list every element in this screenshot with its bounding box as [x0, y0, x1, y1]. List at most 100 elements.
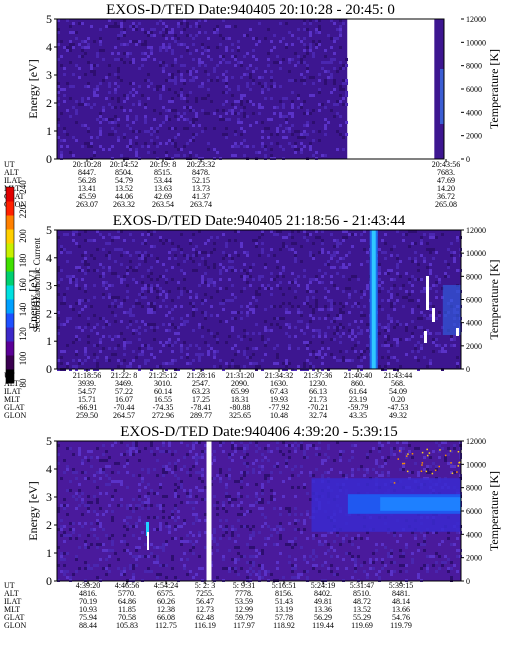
texture-cell — [264, 573, 267, 576]
texture-cell — [195, 344, 198, 347]
texture-cell — [270, 148, 273, 151]
texture-cell — [234, 528, 237, 531]
texture-cell — [84, 522, 87, 525]
ephemeris-value: 13.73 — [192, 184, 210, 193]
texture-cell — [129, 61, 132, 64]
texture-cell — [189, 109, 192, 112]
texture-cell — [174, 142, 177, 145]
texture-cell — [309, 145, 312, 148]
texture-cell — [390, 552, 393, 555]
texture-cell — [60, 151, 63, 154]
ephemeris-value: 14.20 — [437, 184, 455, 193]
texture-cell — [102, 275, 105, 278]
texture-cell — [195, 115, 198, 118]
texture-cell — [216, 236, 219, 239]
texture-cell — [387, 314, 390, 317]
texture-cell — [150, 326, 153, 329]
texture-cell — [120, 263, 123, 266]
texture-cell — [141, 353, 144, 356]
texture-cell — [324, 296, 327, 299]
texture-cell — [120, 31, 123, 34]
texture-cell — [261, 88, 264, 91]
texture-cell — [216, 350, 219, 353]
texture-cell — [345, 567, 348, 570]
texture-cell — [375, 471, 378, 474]
texture-cell — [333, 356, 336, 359]
texture-cell — [138, 254, 141, 257]
ephemeris-value: 16.55 — [154, 395, 172, 404]
texture-cell — [300, 106, 303, 109]
texture-cell — [102, 284, 105, 287]
texture-cell — [189, 296, 192, 299]
texture-cell — [96, 332, 99, 335]
texture-cell — [255, 495, 258, 498]
texture-cell — [129, 362, 132, 365]
texture-cell — [147, 570, 150, 573]
texture-cell — [303, 22, 306, 25]
texture-cell — [156, 22, 159, 25]
texture-cell — [60, 55, 63, 58]
texture-cell — [291, 145, 294, 148]
texture-cell — [294, 495, 297, 498]
texture-cell — [330, 299, 333, 302]
texture-cell — [285, 136, 288, 139]
texture-cell — [375, 558, 378, 561]
texture-cell — [180, 22, 183, 25]
texture-cell — [117, 504, 120, 507]
texture-cell — [165, 314, 168, 317]
texture-cell — [255, 151, 258, 154]
texture-cell — [204, 444, 207, 447]
texture-cell — [246, 510, 249, 513]
texture-cell — [390, 296, 393, 299]
texture-cell — [288, 450, 291, 453]
texture-cell — [336, 567, 339, 570]
texture-cell — [309, 341, 312, 344]
texture-cell — [360, 332, 363, 335]
texture-cell — [207, 350, 210, 353]
texture-cell — [387, 272, 390, 275]
texture-cell — [189, 91, 192, 94]
texture-cell — [201, 109, 204, 112]
texture-cell — [378, 441, 381, 444]
texture-cell — [387, 531, 390, 534]
texture-cell — [165, 471, 168, 474]
texture-cell — [90, 254, 93, 257]
texture-cell — [435, 531, 438, 534]
texture-cell — [138, 498, 141, 501]
texture-cell — [336, 573, 339, 576]
texture-cell — [303, 76, 306, 79]
texture-cell — [351, 338, 354, 341]
texture-cell — [84, 73, 87, 76]
texture-cell — [189, 25, 192, 28]
texture-cell — [90, 456, 93, 459]
ephemeris-value: 56.29 — [314, 613, 332, 622]
texture-cell — [144, 79, 147, 82]
texture-cell — [183, 118, 186, 121]
texture-cell — [294, 522, 297, 525]
texture-cell — [162, 465, 165, 468]
texture-cell — [237, 552, 240, 555]
texture-cell — [93, 359, 96, 362]
temperature-edge-glow — [440, 69, 444, 124]
texture-cell — [246, 525, 249, 528]
texture-cell — [174, 257, 177, 260]
texture-cell — [69, 97, 72, 100]
texture-cell — [129, 266, 132, 269]
texture-cell — [183, 43, 186, 46]
texture-cell — [231, 504, 234, 507]
texture-cell — [267, 28, 270, 31]
ephemeris-value: 21:25:12 — [149, 371, 177, 380]
texture-cell — [450, 338, 453, 341]
texture-cell — [162, 70, 165, 73]
texture-cell — [72, 453, 75, 456]
texture-cell — [183, 106, 186, 109]
texture-cell — [234, 353, 237, 356]
texture-cell — [219, 263, 222, 266]
texture-cell — [105, 254, 108, 257]
right-tick-label: 10000 — [466, 249, 486, 258]
texture-cell — [114, 272, 117, 275]
texture-cell — [411, 350, 414, 353]
texture-cell — [216, 543, 219, 546]
ephemeris-value: 57.22 — [115, 387, 133, 396]
texture-cell — [207, 94, 210, 97]
